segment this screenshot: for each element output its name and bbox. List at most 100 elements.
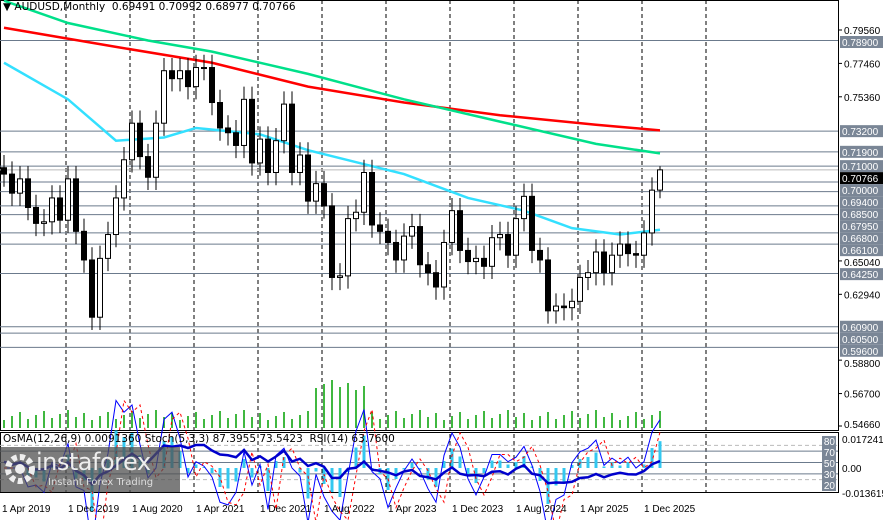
time-axis-label: 1 Aug 2020	[132, 504, 183, 515]
time-axis-label: 1 Dec 2021	[260, 504, 312, 515]
indicator-level-label-bg	[822, 480, 836, 491]
candle-body	[521, 195, 527, 220]
indicator-axis-label: -0.013615	[842, 489, 883, 500]
candle-body	[369, 171, 375, 226]
price-axis-label: 0.79560	[844, 26, 881, 37]
indicator-level-label-bg	[822, 447, 836, 458]
level-label: 0.68500	[842, 210, 879, 221]
level-label-bg	[840, 160, 883, 173]
candle-body	[169, 70, 175, 80]
candle-body	[377, 224, 383, 232]
candle-body	[545, 259, 551, 312]
dropdown-triangle-icon[interactable]: ▼	[3, 1, 12, 13]
rsi-label: RSI(14) 63.7600	[309, 433, 395, 445]
candle-body	[569, 300, 575, 309]
candle-body	[297, 154, 303, 173]
price-axis-label: 0.77460	[844, 59, 881, 70]
candle-body	[537, 249, 543, 261]
low-value: 0.68977	[205, 1, 249, 13]
candle-body	[113, 197, 119, 236]
candle-body	[281, 103, 287, 142]
candle-body	[265, 138, 271, 173]
candle-body	[209, 67, 215, 104]
level-label: 0.71900	[842, 148, 879, 159]
candle-body	[313, 183, 319, 202]
candle-body	[201, 67, 207, 70]
candle-body	[89, 259, 95, 318]
candle-body	[577, 276, 583, 302]
level-label: 0.67950	[842, 222, 879, 233]
candle-body	[185, 70, 191, 88]
candle-body	[497, 234, 503, 239]
current-price-label: 0.70766	[842, 174, 879, 185]
price-axis-label: 0.75360	[844, 93, 881, 104]
indicator-level-label: 20	[824, 481, 836, 492]
candle-body	[505, 234, 511, 256]
level-label: 0.60500	[842, 335, 879, 346]
main-panel-frame	[0, 0, 839, 431]
indicator-header: OsMA(12,26,9) 0.0091360 Stoch(5,3,3) 87.…	[3, 433, 395, 445]
high-value: 0.70992	[158, 1, 203, 13]
stoch-label: Stoch(5,3,3) 87.3955 73.5423	[144, 433, 303, 445]
candle-body	[473, 257, 479, 263]
indicator-level-label-bg	[822, 436, 836, 447]
level-label: 0.60900	[842, 323, 879, 334]
instaforex-logo: instaforex Instant Forex Trading	[0, 447, 180, 492]
chart-header: ▼ AUDUSD,Monthly 0.69491 0.70992 0.68977…	[3, 1, 296, 13]
candle-body	[137, 122, 143, 158]
candle-body	[105, 234, 111, 259]
level-label-bg	[840, 244, 883, 257]
candle-body	[593, 251, 599, 274]
candle-body	[657, 169, 663, 191]
candle-body	[289, 103, 295, 173]
level-label-bg	[840, 332, 883, 345]
candle-body	[153, 122, 159, 178]
indicator-axis-label: 0.017241	[842, 435, 883, 446]
candle-body	[33, 206, 39, 224]
time-axis-label: 1 Dec 2025	[644, 504, 696, 515]
time-axis-label: 1 Apr 2023	[388, 504, 437, 515]
candle-body	[633, 253, 639, 256]
level-label-bg	[840, 220, 883, 233]
candle-body	[193, 67, 199, 88]
candle-body	[417, 226, 423, 266]
candle-body	[441, 241, 447, 288]
current-price-label-bg	[840, 172, 883, 185]
level-label: 0.59600	[842, 347, 879, 358]
indicator-level-label: 50	[824, 459, 836, 470]
candle-body	[617, 243, 623, 256]
candle-body	[257, 138, 263, 164]
price-axis-label: 0.56700	[844, 390, 881, 401]
level-label-bg	[840, 125, 883, 138]
indicator-level-label: 70	[824, 448, 836, 459]
candle-body	[9, 173, 15, 194]
indicator-level-label: 30	[824, 470, 836, 481]
level-label: 0.70000	[842, 186, 879, 197]
time-axis-label: 1 Dec 2023	[452, 504, 504, 515]
candle-body	[609, 254, 615, 274]
level-label-bg	[840, 184, 883, 197]
candle-body	[513, 218, 519, 256]
candle-body	[161, 70, 167, 124]
candle-body	[337, 275, 343, 278]
candle-body	[81, 230, 87, 261]
stoch-main-line	[4, 399, 661, 520]
candle-body	[625, 243, 631, 255]
candle-body	[145, 156, 151, 178]
indicator-level-label-bg	[822, 458, 836, 469]
candle-body	[225, 127, 231, 134]
osma-label: OsMA(12,26,9) 0.0091360	[3, 433, 142, 445]
price-axis-label: 0.58800	[844, 359, 881, 370]
candle-body	[393, 241, 399, 261]
close-value: 0.70766	[252, 1, 296, 13]
candle-body	[641, 232, 647, 256]
candle-body	[353, 211, 359, 220]
candle-body	[457, 210, 463, 251]
indicator-axis-label: 0.00	[842, 464, 862, 475]
level-label-bg	[840, 196, 883, 209]
candle-body	[57, 197, 63, 221]
level-label: 0.69400	[842, 198, 879, 209]
candle-body	[481, 257, 487, 267]
level-label: 0.66800	[842, 234, 879, 245]
